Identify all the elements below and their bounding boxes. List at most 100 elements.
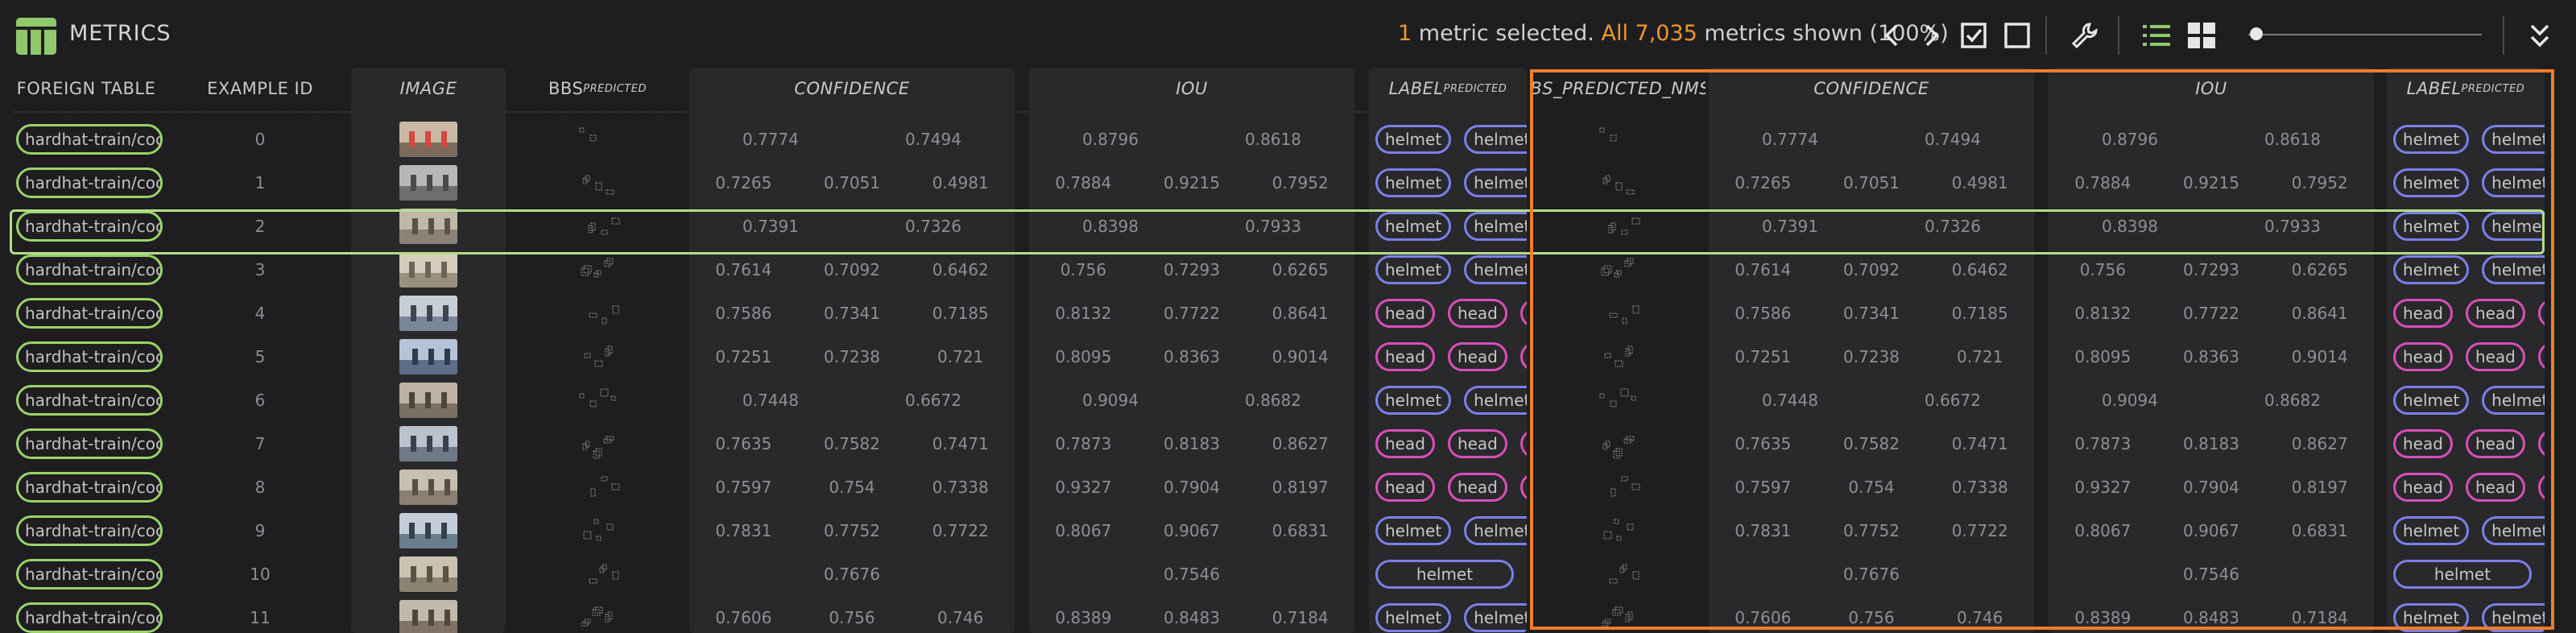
foreign-table-pill[interactable]: hardhat-train/coco [16, 341, 163, 372]
label-tag-helmet[interactable]: helmet [2482, 603, 2545, 632]
table-cell[interactable] [1530, 205, 1706, 248]
image-thumbnail[interactable] [399, 296, 457, 331]
label-tag-helmet[interactable]: helmet [1464, 516, 1527, 545]
table-cell[interactable]: 0.7884 0.9215 0.7952 [2049, 161, 2374, 205]
table-cell[interactable]: 0.8389 0.8483 0.7184 [2049, 596, 2374, 633]
bounding-box-preview[interactable] [565, 383, 630, 418]
table-cell[interactable]: 0.9094 0.8682 [1029, 379, 1354, 422]
table-cell[interactable]: 0.8095 0.8363 0.9014 [2049, 335, 2374, 379]
bounding-box-preview[interactable] [1586, 252, 1650, 288]
label-tag-helmet[interactable]: helmet [2482, 516, 2545, 545]
column-header-foreign-table[interactable]: FOREIGN TABLE [16, 79, 156, 98]
table-cell[interactable] [1530, 292, 1706, 335]
table-cell[interactable]: 0.7597 0.754 0.7338 [1709, 465, 2034, 509]
bounding-box-preview[interactable] [1586, 165, 1650, 201]
foreign-table-pill[interactable]: hardhat-train/coco [16, 559, 163, 590]
label-tag-head[interactable]: head [2465, 429, 2525, 458]
label-tag-helmet[interactable]: helmet [2482, 212, 2545, 241]
label-tag-helmet[interactable]: helmet [1375, 516, 1452, 545]
label-tag-helmet[interactable]: helmet [2393, 560, 2532, 589]
label-tag-head[interactable]: head [1520, 342, 1527, 371]
table-cell[interactable]: helmet helmet [1369, 205, 1527, 248]
label-tag-head[interactable]: head [1447, 473, 1507, 502]
image-thumbnail[interactable] [399, 426, 457, 461]
list-view-icon[interactable] [2140, 19, 2173, 52]
table-cell[interactable]: 5 [172, 335, 348, 379]
table-cell[interactable]: 0.7774 0.7494 [1709, 118, 2034, 161]
bounding-box-preview[interactable] [565, 339, 630, 374]
table-cell[interactable]: 0.756 0.7293 0.6265 [2049, 248, 2374, 292]
table-cell[interactable]: 0.9094 0.8682 [2049, 379, 2374, 422]
table-cell[interactable] [351, 509, 506, 552]
table-cell[interactable]: 0.7265 0.7051 0.4981 [1709, 161, 2034, 205]
bounding-box-preview[interactable] [1586, 339, 1650, 374]
label-tag-helmet[interactable]: helmet [2393, 212, 2470, 241]
table-cell[interactable]: 0.7676 [1709, 552, 2034, 596]
label-tag-helmet[interactable]: helmet [1464, 386, 1527, 415]
table-cell[interactable] [351, 118, 506, 161]
table-cell[interactable]: hardhat-train/coco [0, 205, 172, 248]
table-cell[interactable]: 0.7546 [1029, 552, 1354, 596]
bounding-box-preview[interactable] [565, 209, 630, 244]
foreign-table-pill[interactable]: hardhat-train/coco [16, 168, 163, 198]
bounding-box-preview[interactable] [1586, 513, 1650, 548]
table-cell[interactable]: helmet helmet [2387, 509, 2545, 552]
label-tag-head[interactable]: head [2465, 299, 2525, 328]
label-tag-head[interactable]: head [1520, 429, 1527, 458]
table-cell[interactable]: hardhat-train/coco [0, 379, 172, 422]
label-tag-head[interactable]: head [2393, 429, 2453, 458]
grid-view-icon[interactable] [2185, 19, 2218, 52]
table-cell[interactable]: 0.7606 0.756 0.746 [1709, 596, 2034, 633]
label-tag-helmet[interactable]: helmet [1375, 386, 1452, 415]
image-thumbnail[interactable] [399, 513, 457, 548]
table-cell[interactable] [351, 552, 506, 596]
image-thumbnail[interactable] [399, 556, 457, 592]
bounding-box-preview[interactable] [565, 252, 630, 288]
table-cell[interactable] [1530, 379, 1706, 422]
label-tag-head[interactable]: head [1375, 342, 1435, 371]
table-cell[interactable]: hardhat-train/coco [0, 465, 172, 509]
table-cell[interactable]: helmet helmet [1369, 596, 1527, 633]
image-thumbnail[interactable] [399, 165, 457, 201]
table-cell[interactable]: 10 [172, 552, 348, 596]
table-cell[interactable] [1530, 422, 1706, 465]
label-tag-head[interactable]: head [2465, 342, 2525, 371]
label-tag-head[interactable]: head [2393, 473, 2453, 502]
checkbox-checked-icon[interactable] [1958, 19, 1990, 52]
table-cell[interactable]: helmet helmet [1369, 379, 1527, 422]
table-cell[interactable]: 0.7448 0.6672 [1709, 379, 2034, 422]
table-cell[interactable]: hardhat-train/coco [0, 248, 172, 292]
table-cell[interactable] [509, 335, 686, 379]
table-cell[interactable]: 0.8389 0.8483 0.7184 [1029, 596, 1354, 633]
table-cell[interactable]: 11 [172, 596, 348, 633]
label-tag-helmet[interactable]: helmet [2482, 168, 2545, 197]
label-tag-head[interactable]: head [1520, 299, 1527, 328]
bounding-box-preview[interactable] [565, 600, 630, 633]
table-cell[interactable] [351, 248, 506, 292]
label-tag-helmet[interactable]: helmet [2482, 255, 2545, 284]
foreign-table-pill[interactable]: hardhat-train/coco [16, 211, 163, 242]
table-cell[interactable]: helmet helmet [2387, 379, 2545, 422]
label-tag-head[interactable]: head [1375, 299, 1435, 328]
table-cell[interactable]: 0.7873 0.8183 0.8627 [2049, 422, 2374, 465]
table-cell[interactable] [509, 422, 686, 465]
table-cell[interactable]: 7 [172, 422, 348, 465]
table-cell[interactable]: 0.7586 0.7341 0.7185 [689, 292, 1015, 335]
table-cell[interactable]: 9 [172, 509, 348, 552]
label-tag-head[interactable]: head [2393, 342, 2453, 371]
table-cell[interactable]: head head head [1369, 335, 1527, 379]
table-cell[interactable]: 0.7391 0.7326 [1709, 205, 2034, 248]
label-tag-head[interactable]: head [1447, 342, 1507, 371]
table-cell[interactable]: 0.7614 0.7092 0.6462 [1709, 248, 2034, 292]
chevron-left-icon[interactable] [1876, 19, 1908, 52]
image-thumbnail[interactable] [399, 600, 457, 633]
table-cell[interactable]: helmet [2387, 552, 2545, 596]
label-tag-helmet[interactable]: helmet [2393, 168, 2470, 197]
table-cell[interactable]: 0.7586 0.7341 0.7185 [1709, 292, 2034, 335]
table-cell[interactable] [509, 552, 686, 596]
foreign-table-pill[interactable]: hardhat-train/coco [16, 428, 163, 459]
label-tag-head[interactable]: head [1447, 299, 1507, 328]
table-cell[interactable]: 0.8796 0.8618 [2049, 118, 2374, 161]
table-cell[interactable]: hardhat-train/coco [0, 118, 172, 161]
